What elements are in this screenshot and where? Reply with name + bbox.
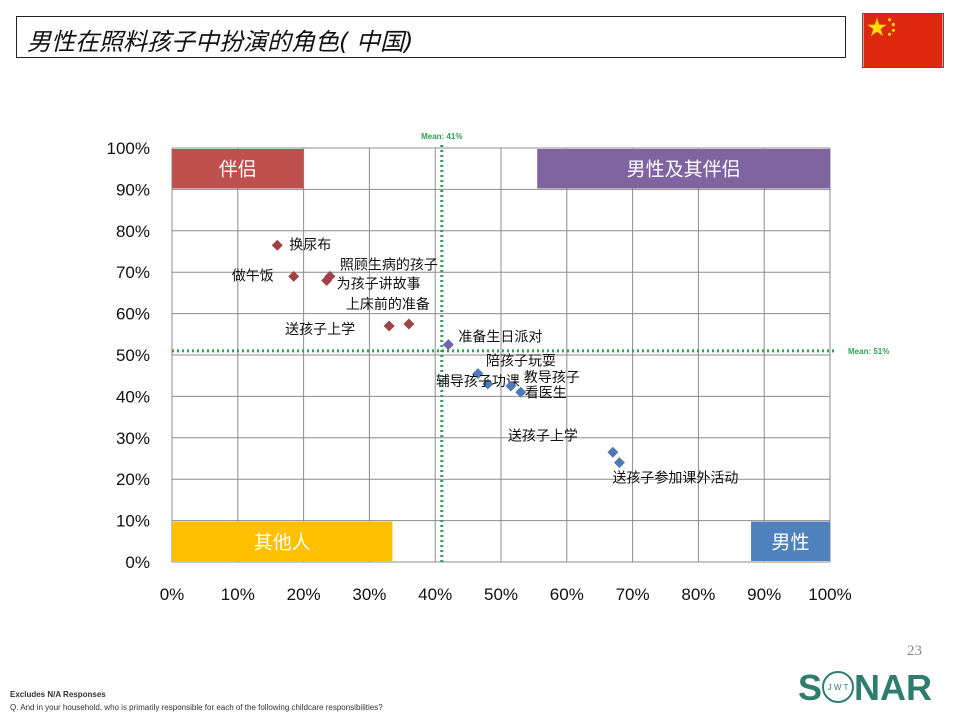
logo-ring <box>822 671 854 703</box>
data-point-label: 准备生日派对 <box>458 329 542 346</box>
data-point-marker <box>383 320 395 332</box>
x-tick-label: 90% <box>747 585 781 604</box>
quadrant-box <box>172 521 393 561</box>
data-point-label: 为孩子讲故事 <box>337 276 421 292</box>
y-tick-label: 40% <box>116 387 150 406</box>
data-point-label: 陪孩子玩耍 <box>486 354 556 370</box>
y-tick-label: 70% <box>116 263 150 282</box>
data-point-label: 辅导孩子功课 <box>436 374 520 390</box>
data-point-marker <box>613 457 625 469</box>
data-point-marker <box>271 239 283 251</box>
data-point-marker <box>321 274 333 286</box>
quadrant-label: 伴侣 <box>219 159 257 181</box>
y-tick-label: 60% <box>116 305 150 324</box>
y-tick-label: 80% <box>116 222 150 241</box>
x-tick-label: 40% <box>418 585 452 604</box>
page-title: 男性在照料孩子中扮演的角色( 中国) <box>27 28 414 56</box>
data-point-label: 教导孩子 <box>524 370 580 386</box>
data-point-marker <box>505 380 517 392</box>
x-tick-label: 30% <box>352 585 386 604</box>
quadrant-label: 其他人 <box>254 531 311 553</box>
quadrant-box <box>537 149 830 189</box>
x-tick-label: 70% <box>616 585 650 604</box>
quadrant-box <box>751 521 830 561</box>
logo-text-rest: NAR <box>854 667 932 708</box>
data-point-marker <box>403 318 415 330</box>
data-point-marker <box>288 270 300 282</box>
quadrant-box <box>172 149 304 189</box>
mean-label-y: Mean: 51% <box>848 347 889 356</box>
y-tick-label: 50% <box>116 346 150 365</box>
data-point-label: 上床前的准备 <box>346 296 430 313</box>
flag-small-star <box>891 28 895 32</box>
logo-sub: J W T <box>828 683 849 692</box>
flag-small-star <box>887 18 892 22</box>
page-number: 23 <box>907 643 922 659</box>
data-point-label: 照顾生病的孩子 <box>340 257 438 273</box>
data-point-label: 送孩子上学 <box>508 428 578 444</box>
x-tick-label: 10% <box>221 585 255 604</box>
data-point-marker <box>472 368 484 380</box>
title-box: 男性在照料孩子中扮演的角色( 中国) <box>16 16 846 58</box>
flag-small-star <box>891 23 895 27</box>
data-point-label: 换尿布 <box>289 236 331 253</box>
flag-small-star <box>887 32 892 36</box>
x-tick-label: 20% <box>287 585 321 604</box>
footnote-question: Q. And in your household, who is primari… <box>10 703 383 712</box>
y-tick-label: 0% <box>125 553 150 572</box>
flag-big-star <box>867 17 887 36</box>
y-tick-label: 30% <box>116 429 150 448</box>
sonar-logo: S J W T NAR <box>798 667 932 708</box>
x-tick-label: 60% <box>550 585 584 604</box>
x-tick-label: 100% <box>808 585 851 604</box>
data-point-label: 送孩子上学 <box>285 322 355 338</box>
y-tick-label: 100% <box>107 139 150 158</box>
quadrant-label: 男性及其伴侣 <box>627 159 741 181</box>
y-tick-label: 20% <box>116 470 150 489</box>
data-point-marker <box>607 446 619 458</box>
mean-label-x: Mean: 41% <box>421 132 462 141</box>
china-flag-icon <box>862 13 944 68</box>
data-point-label: 送孩子参加课外活动 <box>612 470 738 487</box>
data-point-marker <box>442 339 454 351</box>
y-tick-label: 10% <box>116 512 150 531</box>
data-point-label: 做午饭 <box>232 268 274 284</box>
logo-text: S <box>798 667 822 708</box>
x-tick-label: 0% <box>160 585 185 604</box>
footnote-exclusion: Excludes N/A Responses <box>10 690 106 699</box>
quadrant-label: 男性 <box>772 531 810 553</box>
x-tick-label: 50% <box>484 585 518 604</box>
x-tick-label: 80% <box>681 585 715 604</box>
y-tick-label: 90% <box>116 180 150 199</box>
data-point-marker <box>482 378 494 390</box>
data-point-label: 看医生 <box>525 385 567 401</box>
data-point-marker <box>515 386 527 398</box>
